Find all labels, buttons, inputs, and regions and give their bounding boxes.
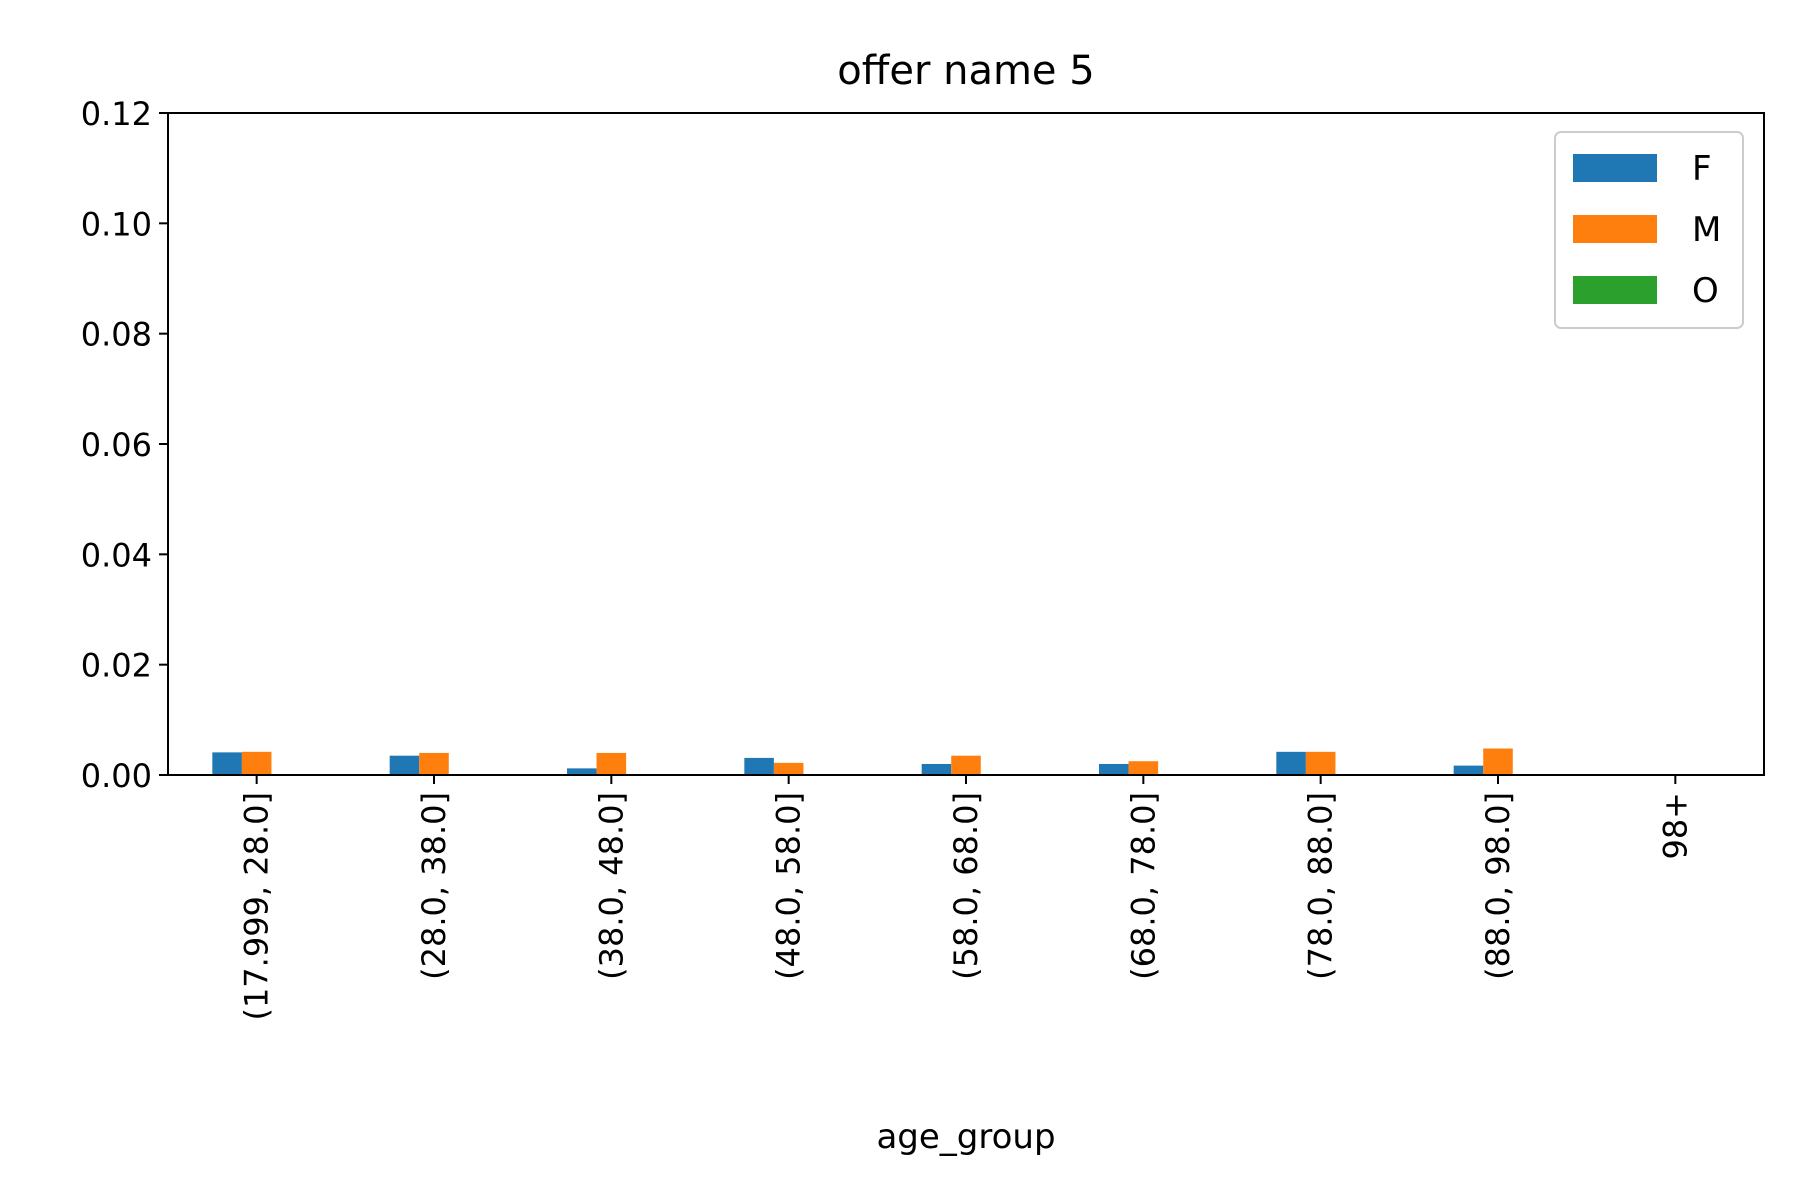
y-tick-label: 0.08: [81, 316, 152, 354]
bar-M-6: [1305, 751, 1336, 775]
x-tick-label: (28.0, 38.0]: [415, 792, 453, 980]
legend-swatch-M: [1573, 215, 1657, 243]
bar-M-2: [596, 752, 627, 775]
bar-M-5: [1128, 761, 1159, 775]
x-tick-label: (48.0, 58.0]: [770, 792, 808, 980]
bar-F-3: [744, 757, 774, 775]
x-tick-label: 98+: [1656, 792, 1694, 860]
chart-title: offer name 5: [837, 48, 1094, 94]
x-tick-label: (78.0, 88.0]: [1302, 792, 1340, 980]
bar-M-4: [951, 755, 981, 775]
bar-F-2: [567, 768, 597, 775]
bar-F-0: [212, 752, 242, 775]
y-tick-label: 0.04: [81, 536, 152, 574]
bar-M-3: [773, 762, 804, 775]
bar-F-5: [1099, 763, 1129, 775]
x-tick-label: (58.0, 68.0]: [947, 792, 985, 980]
bar-M-0: [241, 751, 272, 775]
x-tick-label: (88.0, 98.0]: [1479, 792, 1517, 980]
bar-F-6: [1276, 751, 1306, 775]
bar-F-7: [1453, 765, 1484, 775]
legend-label-O: O: [1692, 271, 1719, 311]
x-axis-label: age_group: [876, 1117, 1055, 1157]
y-tick-label: 0.06: [81, 426, 152, 464]
plot-frame: [167, 112, 1765, 776]
x-tick-label: (38.0, 48.0]: [592, 792, 630, 980]
legend-swatch-O: [1573, 276, 1657, 304]
y-tick-label: 0.10: [81, 205, 152, 243]
legend-label-F: F: [1692, 149, 1712, 189]
bar-M-7: [1483, 748, 1513, 775]
y-tick-label: 0.00: [81, 757, 152, 795]
y-tick-label: 0.02: [81, 647, 152, 685]
legend-label-M: M: [1692, 210, 1721, 250]
x-tick-label: (17.999, 28.0]: [238, 792, 276, 1021]
legend-swatch-F: [1573, 154, 1657, 182]
bar-M-1: [419, 752, 449, 775]
bar-F-4: [921, 763, 952, 775]
bar-F-1: [389, 755, 420, 775]
x-tick-label: (68.0, 78.0]: [1124, 792, 1162, 980]
y-tick-label: 0.12: [81, 95, 152, 133]
